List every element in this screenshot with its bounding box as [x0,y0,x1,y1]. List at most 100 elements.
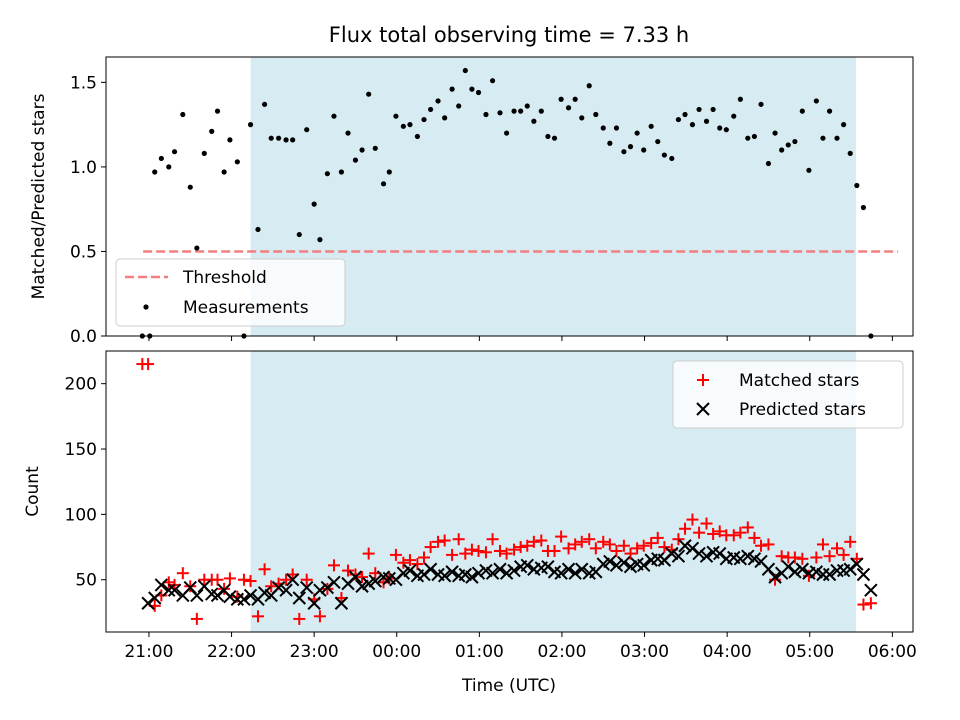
measurement-point [661,152,667,158]
measurement-point [696,106,702,113]
measurement-point [227,137,233,143]
measurement-point [737,96,743,102]
measurement-point [255,226,261,233]
matched-star-point [645,537,658,550]
matched-star-point [424,541,437,554]
predicted-star-point [243,588,258,603]
ratio-panel-shaded-interval [250,57,857,336]
matched-star-point [418,551,431,564]
matched-star-point [265,580,278,593]
matched-star-point [610,544,623,557]
measurement-point [717,125,723,131]
measurement-point [675,116,682,123]
matched-star-point [486,533,499,546]
measurement-point [572,96,578,102]
measurement-point [820,135,826,141]
measurement-point [613,125,620,131]
predicted-star-point [348,570,363,584]
predicted-star-point [237,592,251,607]
predicted-star-point [334,596,349,610]
predicted-star-point [223,590,237,604]
measurement-point [400,123,406,129]
measurement-point [201,150,207,156]
matched-star-point [293,612,306,625]
matched-star-point [327,559,340,572]
measurement-point [524,103,530,109]
count-legend-box [672,360,904,429]
matched-star-point [631,542,644,555]
measurement-point [469,86,475,92]
measurement-point [627,144,634,150]
measurement-point [352,157,359,163]
predicted-star-point [279,583,293,597]
measurement-point [456,103,462,109]
count-panel-x-axis: 21:00 22:00 23:00 00:00 01:00 02:00 03:00 04:00… [124,632,917,662]
measurement-point [214,108,221,114]
predicted-star-point [148,591,162,605]
measurement-point [607,140,613,146]
measurements-legend-label: Measurements [183,298,309,318]
chart-title: Flux total observing time = 7.33 h [329,23,689,47]
predicted-star-point [423,562,438,576]
predicted-star-point [307,596,321,610]
matched-star-point [589,542,602,555]
measurement-point [180,111,186,118]
predicted-star-point [575,562,589,576]
measurement-point [304,127,310,133]
predicted-star-point [603,554,617,569]
matched-star-point [555,530,568,543]
measurement-point [283,137,289,143]
measurement-point [475,89,482,96]
threshold-legend-label: Threshold [182,268,267,288]
ratio-panel-y-axis: 0.0 0.5 1.0 1.5 [70,73,106,347]
x-tick-label: 22:00 [207,642,256,662]
ratio-legend-box [115,258,346,327]
measurement-point [221,169,227,175]
measurement-point [860,204,867,211]
ratio-panel-marks [139,67,899,339]
measurement-point [779,147,785,153]
measurement-point [158,155,164,162]
measurement-point [247,122,254,128]
matched-star-point [535,534,548,547]
x-tick-label: 00:00 [372,642,421,662]
measurement-point [758,101,764,107]
measurement-point [442,115,448,121]
x-tick-label: 01:00 [455,642,504,662]
matched-star-point [403,554,416,567]
matched-legend-label: Matched stars [739,371,859,391]
predicted-star-point [499,566,514,580]
measurement-point [792,138,798,145]
measurement-point [648,123,654,129]
matched-star-point [755,539,768,552]
measurement-point [209,128,215,134]
x-tick-label: 02:00 [537,642,586,662]
predicted-star-point [445,565,459,579]
y-tick-label: 50 [75,571,97,591]
predicted-star-point [507,563,521,578]
predicted-star-point [313,583,327,597]
predicted-star-point [167,583,182,597]
matched-star-point [465,543,478,556]
measurement-point [407,122,413,128]
predicted-star-point [768,570,782,584]
measurement-point [682,111,688,118]
matched-star-point [679,522,692,535]
matched-star-point [651,531,664,544]
measurement-point [551,135,558,141]
x-tick-label: 21:00 [124,642,173,662]
matched-star-point [672,533,685,546]
matched-star-point [190,612,203,625]
ratio-panel-frame [105,56,914,337]
x-tick-label: 05:00 [785,642,834,662]
measurement-point [841,122,847,128]
measurement-point [772,130,778,136]
matched-star-point [775,550,788,563]
measurement-point [504,130,510,136]
matched-star-point [397,556,410,569]
measurement-point [449,86,455,92]
predicted-star-point [856,567,871,582]
matched-star-point [700,517,713,530]
measurement-point [669,155,675,162]
predicted-star-point [520,558,534,573]
